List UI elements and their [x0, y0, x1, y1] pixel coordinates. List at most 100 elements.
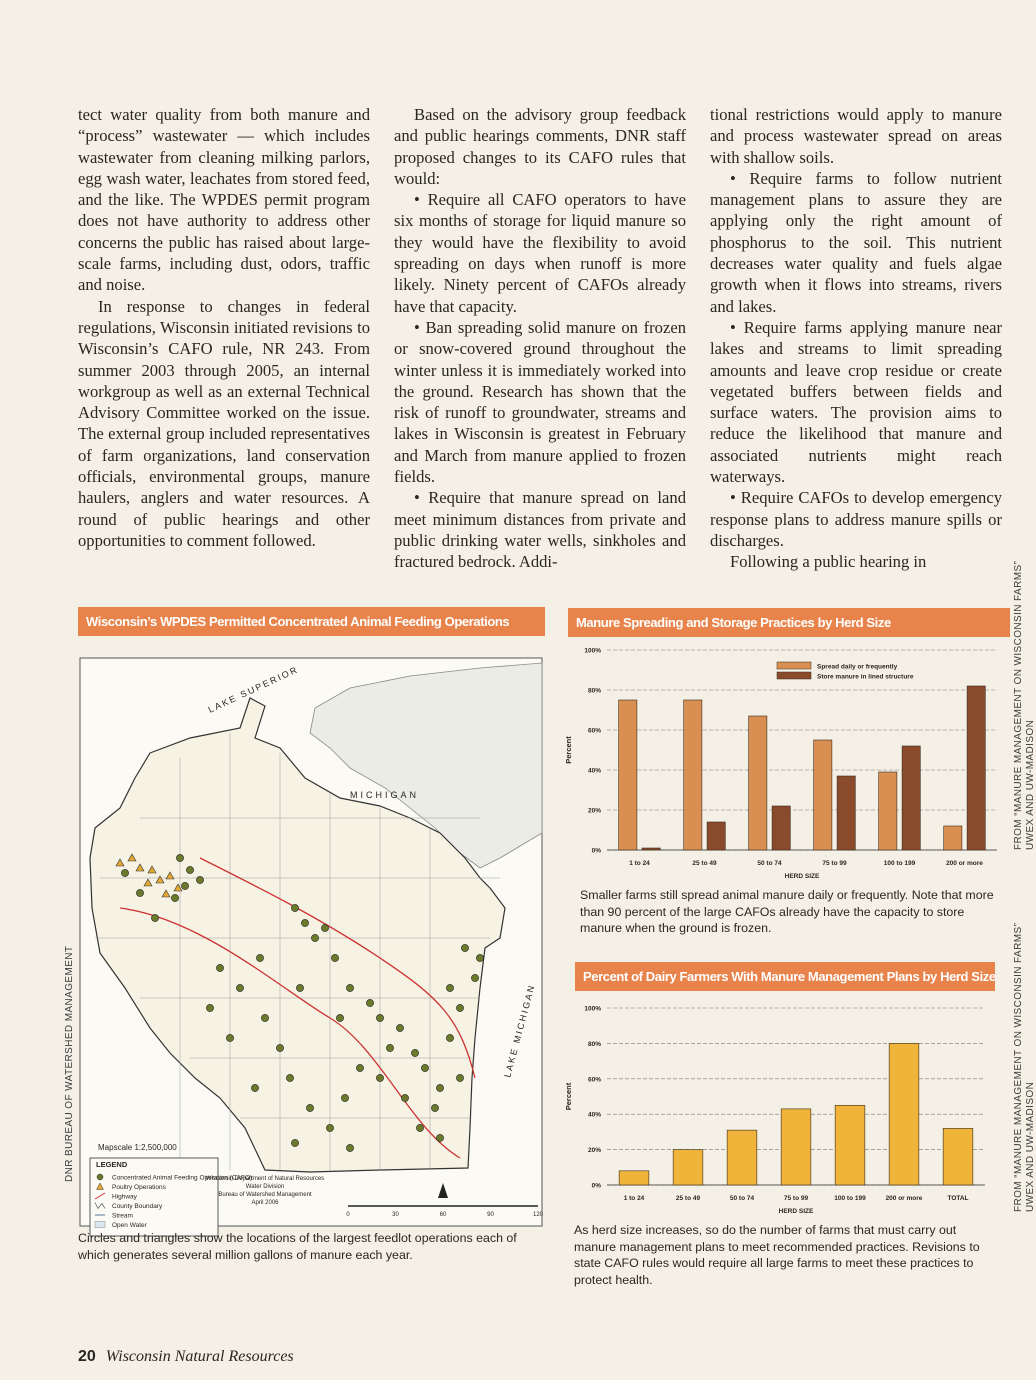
- x-tick-label: 1 to 24: [624, 1195, 645, 1202]
- cafo-marker: [291, 1139, 299, 1147]
- legend-swatch: [776, 671, 812, 680]
- bar: [813, 739, 833, 851]
- legend-title: LEGEND: [96, 1160, 128, 1169]
- legend-swatch: [776, 661, 812, 670]
- y-tick-label: 80%: [588, 1041, 601, 1048]
- cafo-marker: [261, 1014, 269, 1022]
- markers: [115, 853, 484, 1152]
- bar: [706, 821, 726, 851]
- cafo-marker: [411, 1049, 419, 1057]
- y-tick-label: 80%: [588, 688, 601, 695]
- cafo-marker: [366, 999, 374, 1007]
- legend-symbol: [94, 1202, 106, 1210]
- y-tick-label: 100%: [584, 1006, 601, 1013]
- bar: [943, 825, 963, 851]
- cafo-marker: [436, 1134, 444, 1142]
- cafo-marker: [286, 1074, 294, 1082]
- x-tick-label: 200 or more: [946, 860, 983, 867]
- y-tick-label: 20%: [588, 808, 601, 815]
- cafo-marker: [401, 1094, 409, 1102]
- y-tick-label: 40%: [588, 768, 601, 775]
- x-tick-label: 25 to 49: [692, 860, 717, 867]
- x-tick-label: 1 to 24: [629, 860, 650, 867]
- bar: [878, 771, 898, 851]
- legend-symbol: [94, 1221, 106, 1228]
- bar: [618, 1170, 650, 1186]
- scale-tick-label: 30: [392, 1212, 399, 1218]
- north-arrow: [438, 1183, 448, 1198]
- paragraph: tect water quality from both manure and …: [78, 105, 370, 295]
- bar: [748, 715, 768, 851]
- bar: [641, 847, 661, 851]
- cafo-marker: [346, 984, 354, 992]
- bar: [780, 1108, 812, 1186]
- poultry-marker: [155, 875, 165, 884]
- county-boundaries: [95, 733, 500, 1170]
- paragraph: • Require CAFOs to develop emergency res…: [710, 488, 1002, 550]
- scale-tick-label: 60: [440, 1212, 447, 1218]
- cafo-marker: [356, 1064, 364, 1072]
- cafo-marker: [171, 894, 179, 902]
- bar: [834, 1105, 866, 1186]
- credit-line: Wisconsin Department of Natural Resource…: [206, 1176, 324, 1182]
- side-credit: DNR BUREAU OF WATERSHED MANAGEMENT: [64, 945, 75, 1182]
- poultry-marker: [173, 883, 183, 892]
- text-column: tional restrictions would apply to manur…: [710, 104, 1002, 573]
- x-tick-label: TOTAL: [947, 1195, 968, 1202]
- y-tick-label: 60%: [588, 728, 601, 735]
- cafo-marker: [376, 1074, 384, 1082]
- cafo-marker: [461, 944, 469, 952]
- bar: [726, 1129, 758, 1186]
- cafo-marker: [376, 1014, 384, 1022]
- x-tick-label: 75 to 99: [784, 1195, 809, 1202]
- cafo-marker: [331, 954, 339, 962]
- cafo-marker: [256, 954, 264, 962]
- cafo-marker: [456, 1004, 464, 1012]
- legend-symbol: [96, 1173, 104, 1181]
- credit-line: Water Division: [246, 1184, 284, 1190]
- cafo-marker: [421, 1064, 429, 1072]
- legend-label: Concentrated Animal Feeding Operation (C…: [112, 1175, 252, 1182]
- scale-text: Mapscale 1:2,500,000: [98, 1143, 177, 1152]
- y-tick-label: 40%: [588, 1112, 601, 1119]
- map-caption: Circles and triangles show the locations…: [78, 1231, 517, 1262]
- scale-tick-label: 120: [533, 1212, 544, 1218]
- legend-label: Poultry Operations: [112, 1184, 167, 1191]
- poultry-marker: [135, 863, 145, 872]
- chart-source: FROM “MANURE MANAGEMENT ON WISCONSIN FAR…: [1013, 923, 1036, 1212]
- bar: [771, 805, 791, 851]
- text-column: tect water quality from both manure and …: [78, 104, 370, 551]
- bar: [888, 1043, 920, 1186]
- footer: 20 Wisconsin Natural Resources: [78, 1348, 294, 1366]
- publication: Wisconsin Natural Resources: [105, 1348, 294, 1365]
- legend-label: Open Water: [112, 1222, 148, 1229]
- cafo-marker: [176, 854, 184, 862]
- cafo-marker: [386, 1044, 394, 1052]
- cafo-marker: [296, 984, 304, 992]
- cafo-marker: [306, 1104, 314, 1112]
- legend-symbol: [96, 1182, 104, 1190]
- highway: [199, 857, 476, 1079]
- y-axis-label: Percent: [564, 736, 573, 764]
- paragraph: • Require farms applying manure near lak…: [710, 317, 1002, 487]
- credit-line: Bureau of Watershed Management: [218, 1192, 311, 1198]
- cafo-marker: [446, 984, 454, 992]
- cafo-marker: [216, 964, 224, 972]
- cafo-marker: [446, 1034, 454, 1042]
- y-tick-label: 0%: [592, 848, 602, 855]
- legend-label: Store manure in lined structure: [817, 674, 914, 681]
- map-title: Wisconsin’s WPDES Permitted Concentrated…: [78, 607, 545, 636]
- cafo-marker: [416, 1124, 424, 1132]
- page-number: 20: [78, 1348, 96, 1365]
- y-tick-label: 60%: [588, 1076, 601, 1083]
- credit: Wisconsin Department of Natural Resource…: [206, 1176, 324, 1206]
- cafo-marker: [326, 1124, 334, 1132]
- cafo-marker: [476, 954, 484, 962]
- cafo-marker: [151, 914, 159, 922]
- credit-line: April 2006: [251, 1200, 279, 1206]
- chart: 0% 20% 40% 60% 80% 100% 1 to 24 25 to 49 50 to 7…: [564, 648, 997, 880]
- cafo-marker: [301, 919, 309, 927]
- cafo-marker: [121, 869, 129, 877]
